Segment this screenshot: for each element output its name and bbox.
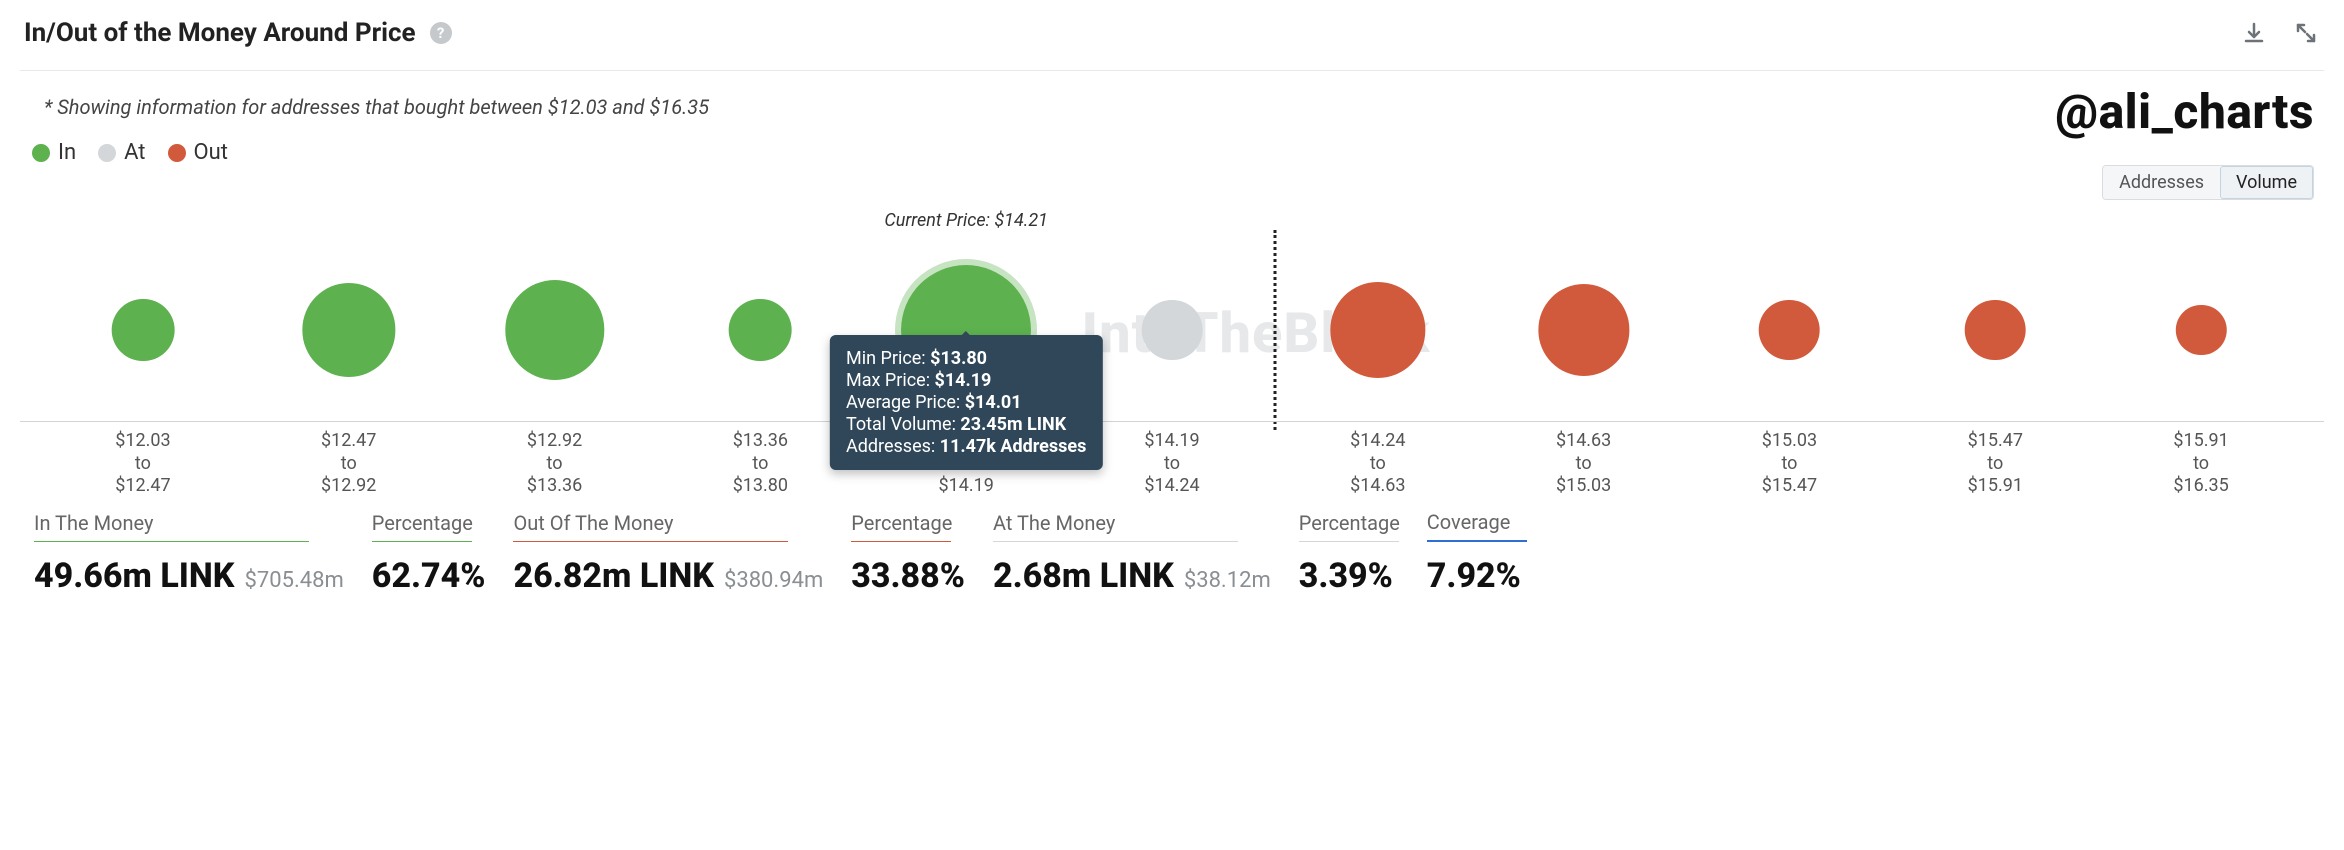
tooltip-line: Total Volume: 23.45m LINK (846, 414, 1086, 435)
summary-value: 49.66m LINK (34, 556, 234, 596)
subtitle-text: * Showing information for addresses that… (44, 95, 709, 119)
summary-subvalue: $38.12m (1184, 568, 1271, 593)
summary-in_pct: Percentage 62.74% (372, 511, 486, 596)
price-divider-line (1273, 230, 1276, 430)
legend-dot-icon (32, 144, 50, 162)
legend-dot-icon (168, 144, 186, 162)
bubble-slot (505, 240, 604, 420)
summary-value-row: 7.92% (1427, 556, 1527, 596)
summary-value: 7.92% (1427, 556, 1521, 596)
chart-card: In/Out of the Money Around Price ? * Sho… (0, 0, 2344, 616)
bubble-slot (112, 240, 175, 420)
x-axis-label: $12.92to$13.36 (527, 430, 582, 498)
summary-value: 26.82m LINK (513, 556, 713, 596)
bubble-in[interactable] (729, 299, 792, 362)
bubble-slot (1330, 240, 1425, 420)
summary-value: 33.88% (851, 556, 965, 596)
legend-dot-icon (98, 144, 116, 162)
bubble-slot (302, 240, 395, 420)
bubble-out[interactable] (1538, 284, 1629, 375)
download-icon[interactable] (2240, 19, 2268, 47)
summary-at_pct: Percentage 3.39% (1299, 511, 1399, 596)
summary-out_pct: Percentage 33.88% (851, 511, 965, 596)
summary-value-row: 49.66m LINK $705.48m (34, 556, 344, 596)
subtitle-row: * Showing information for addresses that… (20, 87, 2324, 140)
legend-item[interactable]: In (32, 140, 76, 165)
legend-label: In (58, 140, 76, 165)
summary-value-row: 3.39% (1299, 556, 1399, 596)
x-axis-label: $12.03to$12.47 (115, 430, 170, 498)
bubble-out[interactable] (1330, 282, 1425, 377)
summary-label: Percentage (851, 511, 951, 542)
summary-subvalue: $705.48m (244, 568, 343, 593)
legend-label: Out (194, 140, 228, 165)
tooltip-line: Max Price: $14.19 (846, 370, 1086, 391)
bubble-in[interactable] (112, 299, 175, 362)
view-toggle: AddressesVolume (2102, 165, 2314, 200)
bubble-slot (1142, 240, 1203, 420)
summary-out: Out Of The Money 26.82m LINK $380.94m (513, 511, 823, 596)
bubble-at[interactable] (1142, 300, 1203, 361)
summary-in: In The Money 49.66m LINK $705.48m (34, 511, 344, 596)
summary-label: Coverage (1427, 510, 1527, 542)
summary-value-row: 2.68m LINK $38.12m (993, 556, 1271, 596)
x-axis-label: $15.91to$16.35 (2173, 430, 2228, 498)
bubble-row (40, 240, 2304, 420)
summary-label: Percentage (372, 511, 472, 542)
legend-label: At (124, 140, 145, 165)
x-axis-label: $15.03to$15.47 (1762, 430, 1817, 498)
toggle-addresses[interactable]: Addresses (2103, 166, 2220, 199)
summary-value: 62.74% (372, 556, 486, 596)
summary-subvalue: $380.94m (724, 568, 823, 593)
bubble-slot (1965, 240, 2026, 420)
bubble-tooltip: Min Price: $13.80Max Price: $14.19Averag… (830, 335, 1102, 470)
toggle-volume[interactable]: Volume (2220, 166, 2313, 199)
legend: In At Out (20, 140, 2324, 165)
title-group: In/Out of the Money Around Price ? (24, 18, 452, 48)
bubble-out[interactable] (1965, 300, 2026, 361)
help-icon[interactable]: ? (430, 22, 452, 44)
summary-value-row: 33.88% (851, 556, 965, 596)
summary-at: At The Money 2.68m LINK $38.12m (993, 511, 1271, 596)
x-axis-label: $15.47to$15.91 (1968, 430, 2023, 498)
x-axis-label: $14.24to$14.63 (1350, 430, 1405, 498)
tooltip-line: Average Price: $14.01 (846, 392, 1086, 413)
bubble-out[interactable] (2176, 305, 2226, 355)
summary-label: Out Of The Money (513, 511, 788, 542)
current-price-label: Current Price: $14.21 (884, 210, 1048, 231)
bubble-slot (729, 240, 792, 420)
summary-value-row: 26.82m LINK $380.94m (513, 556, 823, 596)
summary-value: 2.68m LINK (993, 556, 1174, 596)
x-axis-label: $13.36to$13.80 (733, 430, 788, 498)
chart-title: In/Out of the Money Around Price (24, 18, 416, 48)
attribution-watermark: @ali_charts (2055, 83, 2314, 140)
summary-cov: Coverage 7.92% (1427, 510, 1527, 596)
bubble-chart: IntoTheBlock Current Price: $14.21 $12.0… (40, 210, 2304, 480)
summary-value-row: 62.74% (372, 556, 486, 596)
bubble-slot (2176, 240, 2226, 420)
toggle-row: AddressesVolume (20, 165, 2324, 200)
tooltip-line: Min Price: $13.80 (846, 348, 1086, 369)
bubble-slot (1538, 240, 1629, 420)
x-axis-label: $12.47to$12.92 (321, 430, 376, 498)
header-row: In/Out of the Money Around Price ? (20, 0, 2324, 71)
tooltip-line: Addresses: 11.47k Addresses (846, 436, 1086, 457)
summary-label: At The Money (993, 511, 1238, 542)
x-axis-label: $14.19to$14.24 (1144, 430, 1199, 498)
bubble-out[interactable] (1759, 300, 1820, 361)
legend-item[interactable]: Out (168, 140, 228, 165)
expand-icon[interactable] (2292, 19, 2320, 47)
legend-item[interactable]: At (98, 140, 145, 165)
bubble-in[interactable] (302, 283, 395, 376)
bubble-in[interactable] (505, 280, 604, 379)
bubble-slot (1759, 240, 1820, 420)
summary-label: In The Money (34, 511, 309, 542)
summary-value: 3.39% (1299, 556, 1393, 596)
summary-label: Percentage (1299, 511, 1399, 542)
x-axis-labels: $12.03to$12.47$12.47to$12.92$12.92to$13.… (40, 422, 2304, 480)
header-actions (2240, 19, 2320, 47)
x-axis-label: $14.63to$15.03 (1556, 430, 1611, 498)
